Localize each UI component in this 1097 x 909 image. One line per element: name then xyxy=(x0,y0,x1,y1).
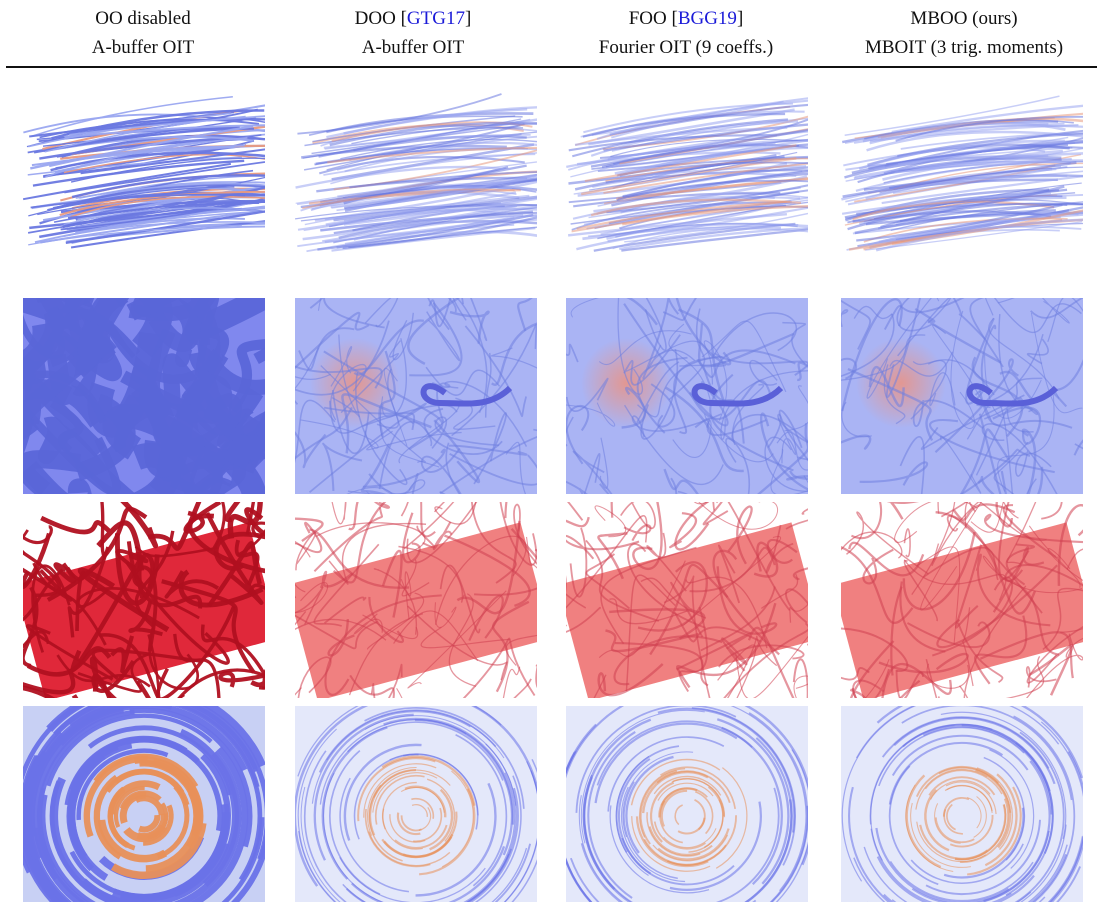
method-variant: Fourier OIT (9 coeffs.) xyxy=(551,33,821,62)
method-title: FOO [ xyxy=(629,8,678,29)
method-name: MBOO (ours) xyxy=(829,4,1097,33)
method-title: DOO [ xyxy=(355,8,407,29)
column-header: OO disabled A-buffer OIT xyxy=(8,4,278,62)
rendering xyxy=(566,92,841,290)
column-header: MBOO (ours) MBOIT (3 trig. moments) xyxy=(829,4,1097,62)
method-name: OO disabled xyxy=(8,4,278,33)
method-variant: MBOIT (3 trig. moments) xyxy=(829,33,1097,62)
method-name: FOO [BGG19] xyxy=(551,4,821,33)
stream-line xyxy=(0,537,24,569)
rendering xyxy=(558,688,812,909)
citation-bracket: ] xyxy=(737,8,743,29)
column-header: DOO [GTG17]A-buffer OIT xyxy=(278,4,548,62)
rendering xyxy=(16,687,268,909)
stream-line xyxy=(807,641,846,652)
rendering xyxy=(841,690,1086,909)
rendering xyxy=(23,92,297,290)
method-variant: A-buffer OIT xyxy=(278,33,548,62)
stream-line xyxy=(536,623,552,690)
column-header: FOO [BGG19]Fourier OIT (9 coeffs.) xyxy=(551,4,821,62)
stream-line xyxy=(545,551,567,636)
method-variant: A-buffer OIT xyxy=(8,33,278,62)
image-grid xyxy=(0,0,1097,909)
citation-bracket: ] xyxy=(465,8,471,29)
citation: BGG19 xyxy=(678,8,737,29)
method-title: OO disabled xyxy=(95,8,191,29)
method-title: MBOO (ours) xyxy=(910,8,1017,29)
figure: OO disabledA-buffer OITDOO [GTG17]A-buff… xyxy=(0,0,1097,909)
rendering xyxy=(841,92,1097,290)
rendering xyxy=(295,691,545,909)
citation: GTG17 xyxy=(407,8,465,29)
method-name: DOO [GTG17] xyxy=(278,4,548,33)
rendering xyxy=(295,92,568,290)
